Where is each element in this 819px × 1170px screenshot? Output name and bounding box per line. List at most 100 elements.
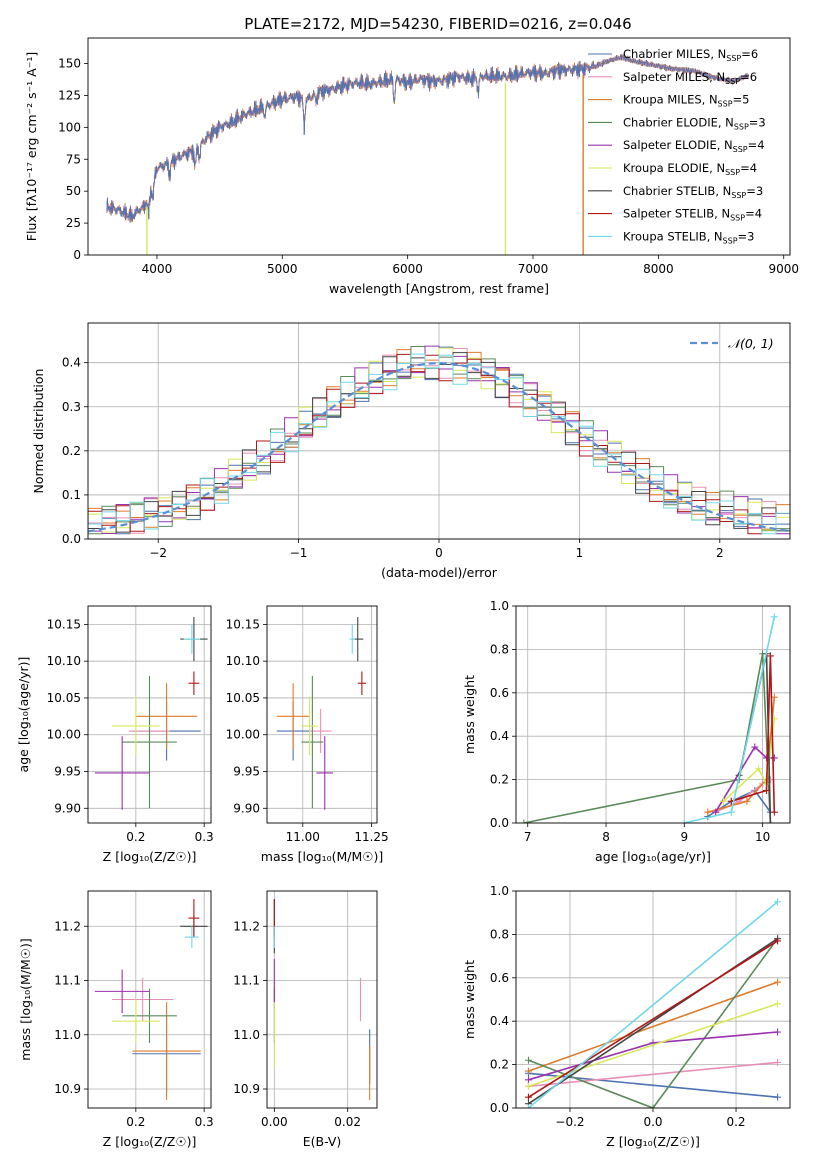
y-tick-label: 0.4 bbox=[490, 729, 509, 743]
plot-area bbox=[88, 345, 790, 539]
y-tick-label: 10.9 bbox=[54, 1082, 81, 1096]
data-point bbox=[743, 797, 751, 805]
data-point bbox=[766, 652, 774, 660]
data-point bbox=[524, 1076, 532, 1084]
y-tick-label: 10.15 bbox=[226, 617, 260, 631]
data-point bbox=[774, 1028, 782, 1036]
y-tick-label: 9.95 bbox=[233, 765, 260, 779]
x-tick-label: 0.2 bbox=[126, 1115, 145, 1129]
data-point bbox=[770, 754, 778, 762]
x-tick-label: 1 bbox=[576, 546, 584, 560]
axes-frame bbox=[87, 37, 791, 256]
histogram-step bbox=[88, 353, 790, 539]
x-tick-label: −0.2 bbox=[555, 1115, 584, 1129]
x-axis-label: wavelength [Angstrom, rest frame] bbox=[329, 281, 549, 296]
grid bbox=[267, 606, 377, 823]
x-tick-label: 9 bbox=[680, 830, 688, 844]
y-tick-label: 10.10 bbox=[47, 654, 81, 668]
data-point bbox=[763, 786, 771, 794]
data-point bbox=[680, 819, 688, 823]
y-tick-label: 25 bbox=[66, 216, 81, 230]
plot-area bbox=[94, 617, 208, 810]
data-point bbox=[524, 1082, 532, 1090]
series-line bbox=[528, 1072, 778, 1098]
legend-entry: Chabrier MILES, NSSP=6 bbox=[623, 47, 758, 63]
y-tick-label: 9.90 bbox=[233, 801, 260, 815]
y-axis-label: mass weight bbox=[462, 960, 477, 1039]
y-tick-label: 75 bbox=[66, 152, 81, 166]
y-tick-label: 1.0 bbox=[490, 884, 509, 898]
y-tick-label: 10.15 bbox=[47, 617, 81, 631]
grid bbox=[516, 605, 790, 824]
panel-residuals: −2 −1 0 1 2 0.0 0.1 0.2 0.3 0.4 (data-model)/error… bbox=[31, 322, 791, 580]
y-tick-label: 0.0 bbox=[490, 816, 509, 830]
y-axis-label: Flux [fλ10⁻¹⁷ erg cm⁻² s⁻¹ A⁻¹] bbox=[24, 52, 39, 241]
x-tick-label: 5000 bbox=[267, 262, 298, 276]
y-tick-label: 0.6 bbox=[490, 686, 509, 700]
x-tick-label: −1 bbox=[290, 546, 308, 560]
legend-entry: Salpeter STELIB, NSSP=4 bbox=[623, 207, 762, 223]
data-point bbox=[774, 1093, 782, 1101]
data-point bbox=[770, 613, 778, 621]
data-point bbox=[712, 808, 720, 816]
y-tick-label: 9.95 bbox=[54, 765, 81, 779]
y-tick-label: 0.4 bbox=[490, 1014, 509, 1028]
legend-entry: Chabrier ELODIE, NSSP=3 bbox=[623, 115, 766, 131]
series-line bbox=[707, 697, 776, 813]
y-tick-label: 50 bbox=[66, 184, 81, 198]
y-tick-label: 0.2 bbox=[490, 773, 509, 787]
y-axis-label: Normed distribution bbox=[31, 369, 46, 494]
y-axis-label: mass weight bbox=[462, 675, 477, 754]
panel-spectrum: 4000 5000 6000 7000 8000 9000 0 25 50 75 100 125 150… bbox=[24, 37, 799, 296]
y-tick-label: 11.1 bbox=[233, 974, 260, 988]
y-tick-label: 125 bbox=[58, 88, 81, 102]
x-tick-label: 6000 bbox=[392, 262, 423, 276]
y-tick-label: 0.6 bbox=[490, 971, 509, 985]
legend-entry: Kroupa ELODIE, NSSP=4 bbox=[623, 161, 757, 177]
x-axis-label: E(B-V) bbox=[303, 1134, 342, 1149]
x-axis-label: Z [log₁₀(Z/Z☉)] bbox=[606, 1134, 700, 1149]
data-point bbox=[774, 1058, 782, 1066]
data-point bbox=[774, 1000, 782, 1008]
panel-mass-vs-Z: 0.2 0.3 10.9 11.0 11.1 11.2 Z [log₁₀(Z/Z☉)] mas… bbox=[18, 890, 214, 1149]
data-point bbox=[524, 1093, 532, 1101]
y-tick-label: 1.0 bbox=[490, 599, 509, 613]
legend-entry: Chabrier STELIB, NSSP=3 bbox=[623, 184, 763, 200]
x-tick-label: 8000 bbox=[643, 262, 674, 276]
legend-entry: Kroupa MILES, NSSP=5 bbox=[623, 93, 749, 109]
x-tick-label: 0.3 bbox=[195, 1115, 214, 1129]
axes-frame bbox=[87, 605, 212, 824]
y-tick-label: 10.00 bbox=[226, 728, 260, 742]
series-line bbox=[528, 1003, 778, 1088]
panel-age-vs-Z: 0.2 0.3 9.90 9.95 10.00 10.05 10.10 10.15 Z [log… bbox=[16, 605, 214, 864]
y-tick-label: 10.00 bbox=[47, 728, 81, 742]
y-axis-label: mass [log₁₀(M/M☉)] bbox=[18, 938, 33, 1060]
x-tick-label: 9000 bbox=[768, 262, 799, 276]
y-tick-label: 0.2 bbox=[490, 1058, 509, 1072]
axes-frame bbox=[87, 322, 791, 540]
axes-frame bbox=[515, 890, 791, 1109]
data-point bbox=[774, 937, 782, 945]
y-tick-label: 11.2 bbox=[54, 919, 81, 933]
data-point bbox=[524, 1067, 532, 1075]
y-tick-label: 0.4 bbox=[62, 356, 81, 370]
panel-age-vs-mass: 11.00 11.25 9.90 9.95 10.00 10.05 10.10 10.15 ma… bbox=[226, 605, 389, 864]
plot-area bbox=[273, 899, 371, 1100]
data-point bbox=[766, 819, 774, 823]
x-tick-label: 0.00 bbox=[261, 1115, 288, 1129]
x-axis-label: mass [log₁₀(M/M☉)] bbox=[261, 849, 383, 864]
series-line bbox=[528, 1061, 778, 1088]
axes-frame bbox=[87, 890, 212, 1109]
legend-entry: Salpeter ELODIE, NSSP=4 bbox=[623, 138, 765, 154]
x-tick-label: −2 bbox=[149, 546, 167, 560]
x-tick-label: 0.2 bbox=[726, 1115, 745, 1129]
data-point bbox=[704, 808, 712, 816]
series-line bbox=[527, 901, 779, 1108]
y-tick-label: 0.1 bbox=[62, 488, 81, 502]
figure-title: PLATE=2172, MJD=54230, FIBERID=0216, z=0… bbox=[244, 15, 631, 33]
data-point bbox=[774, 898, 782, 906]
series-line bbox=[528, 940, 778, 1098]
gaussian-curve bbox=[88, 361, 790, 533]
y-tick-label: 0.8 bbox=[490, 642, 509, 656]
